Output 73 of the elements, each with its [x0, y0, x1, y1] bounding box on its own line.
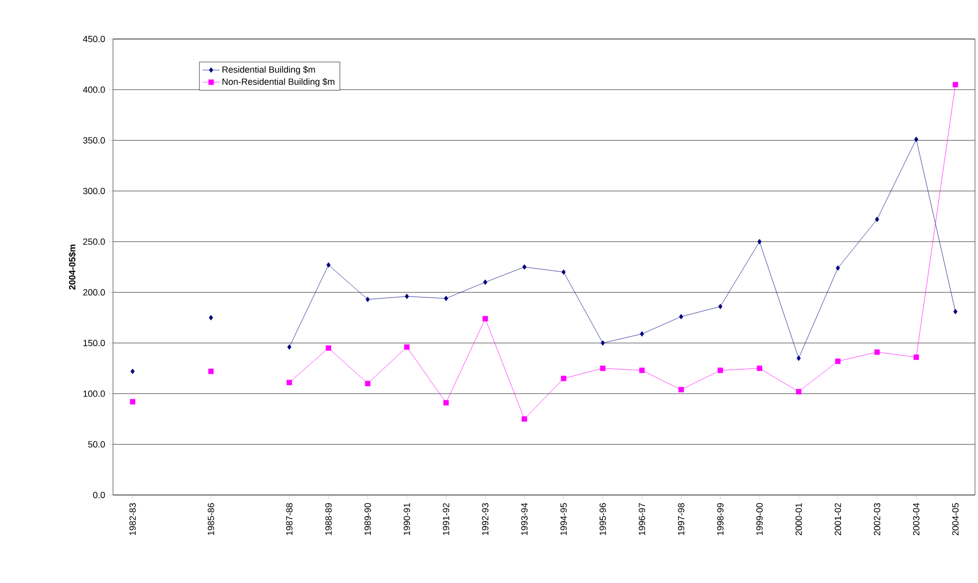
x-tick-label: 1985-86	[208, 503, 214, 535]
point	[208, 314, 214, 320]
point	[366, 296, 370, 302]
point	[600, 366, 606, 372]
x-tick-label: 1982-83	[129, 503, 136, 535]
x-tick-label: 2003-04	[913, 503, 920, 536]
point	[130, 399, 136, 404]
point	[796, 356, 801, 361]
y-tick-label: 250.0	[83, 238, 105, 245]
x-tick-label: 1989-90	[364, 503, 371, 535]
point	[287, 344, 292, 350]
point	[874, 349, 880, 355]
x-tick-label: 1991-92	[442, 503, 450, 535]
point	[522, 416, 528, 422]
point	[757, 238, 762, 244]
point	[208, 368, 214, 374]
y-tick-label: 200.0	[83, 289, 105, 296]
point	[130, 368, 135, 374]
x-tick-label: 1988-89	[325, 503, 332, 535]
x-tick-label: 1997-98	[678, 503, 684, 535]
point	[364, 380, 370, 386]
point	[286, 380, 292, 386]
point	[835, 358, 841, 364]
point	[326, 345, 332, 351]
point	[562, 269, 566, 275]
point	[679, 314, 684, 320]
y-tick-label: 450.0	[82, 36, 105, 42]
point	[640, 331, 644, 337]
y-tick-label: 50.0	[88, 441, 105, 448]
x-tick-label: 2000-01	[796, 503, 802, 536]
x-tick-label: 2004-05	[952, 503, 959, 536]
x-tick-label: 1990-91	[404, 503, 410, 535]
y-tick-label: 100.0	[83, 390, 105, 397]
x-tick-label: 2002-03	[874, 503, 880, 536]
x-tick-label: 1995-96	[600, 503, 606, 535]
x-tick-label: 1998-99	[717, 503, 724, 535]
y-tick-label: 300.0	[83, 188, 105, 194]
point	[404, 294, 409, 300]
x-tick-label: 1992-93	[482, 503, 488, 535]
point	[874, 216, 880, 222]
y-tick-label: 400.0	[82, 86, 105, 93]
point	[560, 376, 566, 382]
y-tick-label: 350.0	[83, 137, 105, 144]
legend-label: Non-Residential Building $m	[222, 78, 334, 87]
point	[404, 344, 410, 350]
point	[443, 400, 449, 406]
point	[483, 280, 488, 285]
point	[953, 308, 958, 314]
point	[678, 386, 684, 392]
point	[836, 265, 840, 271]
point	[600, 340, 605, 346]
point	[796, 388, 802, 394]
point	[326, 262, 331, 268]
point	[522, 264, 526, 270]
x-tick-label: 2001-02	[834, 503, 842, 536]
x-tick-label: 1987-88	[286, 503, 292, 535]
point	[482, 316, 488, 322]
point	[444, 296, 448, 302]
x-tick-label: 1999-00	[756, 503, 763, 535]
point	[952, 82, 958, 88]
point	[914, 136, 918, 142]
y-tick-label: 150.0	[83, 340, 105, 346]
x-tick-label: 1993-94	[521, 503, 528, 535]
point	[718, 368, 724, 374]
x-tick-label: 1996-97	[638, 503, 646, 535]
point	[756, 366, 762, 372]
y-tick-label: 0.0	[93, 492, 105, 498]
point	[718, 304, 722, 310]
x-tick-label: 1994-95	[560, 503, 567, 535]
point	[639, 368, 645, 374]
legend-label: Residential Building $m	[222, 66, 315, 74]
point	[914, 354, 919, 360]
y-axis-title: 2004-05$m	[68, 244, 76, 290]
